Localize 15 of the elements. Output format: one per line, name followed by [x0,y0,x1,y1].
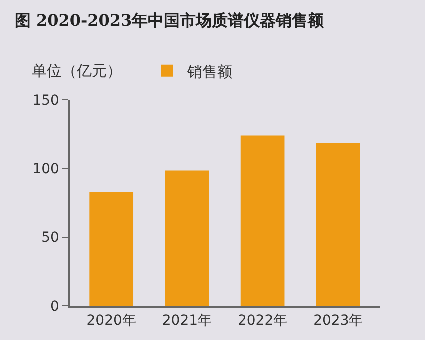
x-tick-label: 2022年 [238,312,288,329]
y-axis-title: 单位（亿元） [32,62,122,80]
y-tick-label: 100 [32,162,60,178]
bar [165,170,210,306]
legend-label: 销售额 [186,62,232,81]
chart-title: 图 2020-2023年中国市场质谱仪器销售额 [14,11,326,30]
x-tick-label: 2020年 [86,312,136,329]
y-tick-label: 50 [42,230,60,246]
y-tick-label: 150 [32,92,60,109]
bar [316,143,360,306]
bar [90,192,134,306]
x-tick-label: 2023年 [314,312,364,329]
x-tick-label: 2021年 [162,312,212,329]
y-tick-label: 0 [50,298,60,315]
bar [240,136,285,306]
